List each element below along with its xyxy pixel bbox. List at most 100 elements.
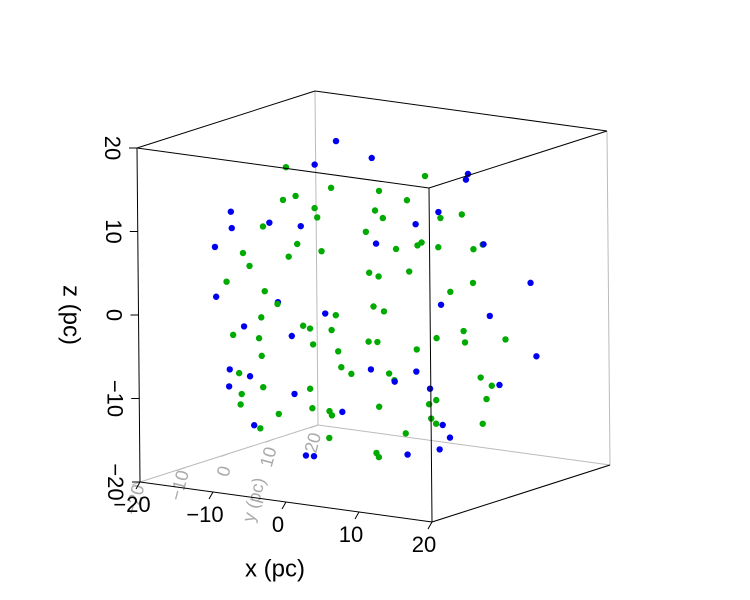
point [260, 384, 267, 391]
point [375, 273, 382, 280]
point [274, 300, 281, 308]
box-edge [428, 130, 608, 189]
y-tick-label: 20 [301, 430, 326, 455]
x-tick-label: −20 [113, 492, 150, 517]
point [436, 446, 443, 453]
point [348, 370, 355, 378]
point [339, 408, 346, 416]
point [259, 223, 267, 230]
point [294, 240, 301, 248]
point [309, 341, 317, 348]
point [502, 336, 509, 343]
point [326, 434, 333, 442]
point [282, 163, 290, 171]
point [391, 378, 398, 385]
box-edge [314, 90, 319, 426]
z-axis-label: z (pc) [58, 285, 85, 345]
point [368, 154, 375, 162]
point [261, 288, 268, 295]
x-tick [208, 491, 214, 500]
point [477, 374, 484, 381]
point [385, 370, 393, 377]
point [292, 192, 299, 200]
point [246, 373, 254, 380]
point [322, 310, 329, 317]
point [533, 353, 540, 360]
point [486, 312, 493, 320]
point [235, 369, 243, 377]
point [258, 352, 265, 360]
y-tick-label: 10 [256, 445, 281, 470]
point [437, 214, 444, 222]
point [314, 214, 321, 221]
y-tick [220, 453, 230, 457]
point [458, 211, 465, 218]
x-tick [135, 481, 141, 490]
point [238, 390, 245, 398]
point [371, 207, 379, 214]
x-tick-label: −10 [186, 502, 223, 527]
box-edge [431, 464, 611, 523]
point [212, 293, 220, 300]
point [291, 390, 298, 398]
z-tick-label: 10 [101, 219, 126, 243]
point [285, 253, 292, 260]
point [338, 363, 345, 371]
point [460, 327, 467, 335]
point [332, 137, 340, 145]
point [372, 240, 380, 247]
point [228, 224, 235, 232]
point [328, 412, 336, 419]
point [266, 219, 273, 226]
point [375, 403, 383, 410]
point [432, 420, 440, 427]
point [421, 172, 429, 180]
point [311, 204, 318, 212]
point [406, 268, 413, 275]
point [246, 262, 253, 270]
point [527, 279, 534, 287]
point [374, 338, 381, 346]
box-edge [314, 90, 608, 132]
z-tick-label: −20 [103, 463, 128, 500]
point [435, 244, 442, 251]
point [447, 288, 454, 295]
point [229, 331, 237, 339]
point [379, 214, 387, 222]
point [288, 332, 295, 340]
point [433, 396, 440, 404]
point [412, 221, 419, 228]
point [240, 323, 248, 330]
point [414, 242, 421, 249]
x-axis-label: x (pc) [245, 555, 305, 582]
box-edge [317, 424, 611, 466]
point [462, 176, 470, 183]
point [211, 243, 219, 251]
y-tick [176, 467, 185, 472]
point [479, 420, 486, 427]
y-tick [265, 438, 274, 443]
point [426, 385, 434, 392]
point [227, 208, 235, 215]
x-tick-label: 0 [272, 512, 284, 537]
point [297, 222, 304, 230]
point [380, 308, 388, 315]
box-edge [428, 187, 433, 523]
point [469, 279, 477, 287]
x-tick [281, 501, 287, 510]
point [327, 184, 335, 191]
point [328, 326, 335, 334]
y-axis-label: y (pc) [238, 475, 269, 524]
point [275, 410, 282, 418]
point [365, 269, 373, 276]
x-tick-label: 20 [412, 532, 436, 557]
point [403, 197, 411, 204]
point [404, 451, 411, 458]
point [367, 366, 375, 373]
point [225, 383, 233, 390]
point [239, 249, 247, 257]
point [257, 425, 264, 432]
point [310, 453, 318, 460]
point [461, 339, 469, 346]
